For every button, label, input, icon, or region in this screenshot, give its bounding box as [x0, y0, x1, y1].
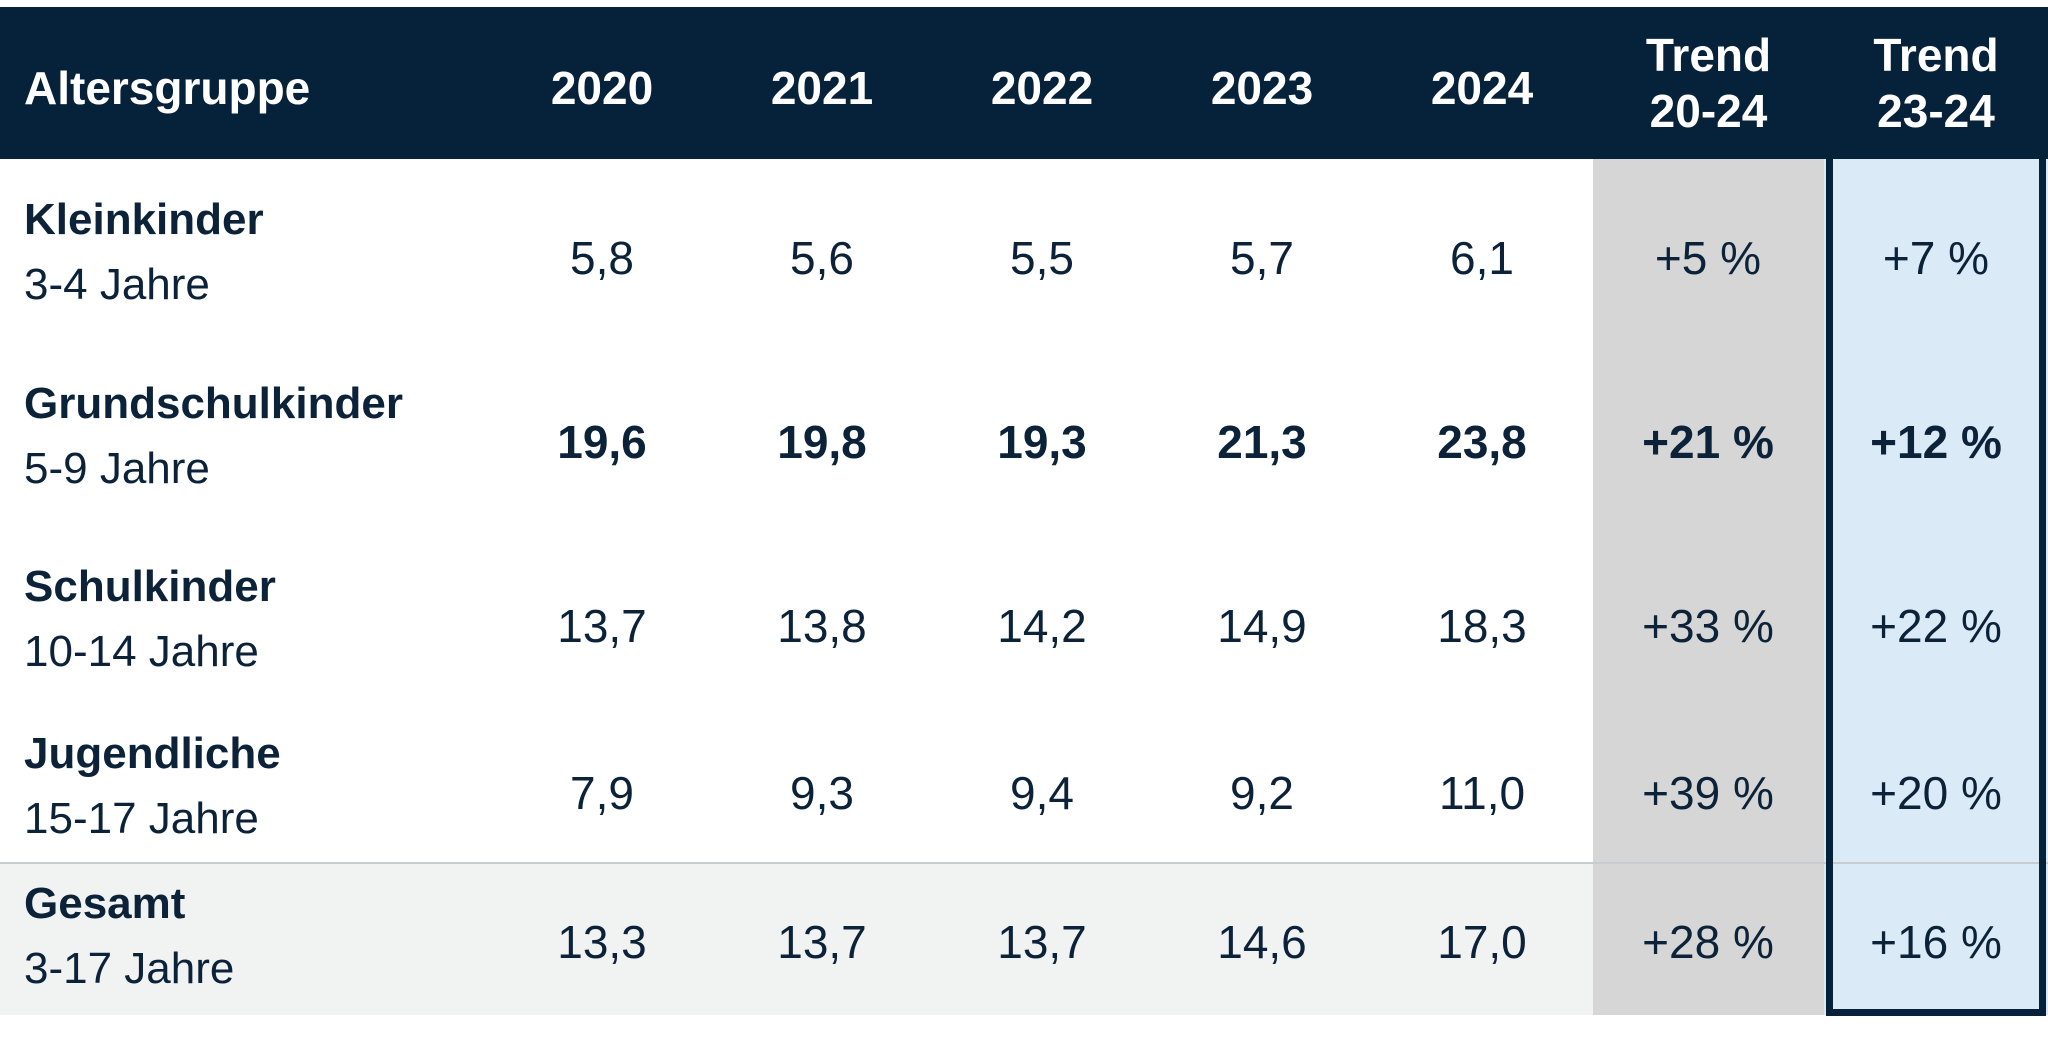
table-cell: 13,3 — [557, 916, 647, 968]
table-cell: 13,7 — [777, 916, 867, 968]
header-year-2022: 2022 — [990, 62, 1094, 114]
table-cell: 17,0 — [1437, 916, 1527, 968]
table-cell: 5,6 — [790, 232, 854, 284]
header-year-2020: 2020 — [550, 62, 654, 114]
trend-20-24-cell: +21 % — [1642, 416, 1774, 468]
trend-20-24-cell: +39 % — [1642, 767, 1774, 819]
row-label-age: 3-17 Jahre — [24, 944, 235, 993]
table-cell: 13,8 — [777, 600, 867, 652]
row-label-age: 3-4 Jahre — [24, 260, 210, 309]
row-label-name: Schulkinder — [24, 562, 276, 611]
table-cell: 19,8 — [777, 416, 867, 468]
data-table: Altersgruppe 2020 2021 2022 2023 2024 Tr… — [0, 7, 2048, 1016]
header-trend-20-24: Trend 20-24 — [1593, 27, 1824, 139]
trend-20-24-cell: +33 % — [1642, 600, 1774, 652]
trend-20-24-cell: +28 % — [1642, 916, 1774, 968]
trend-23-24-cell: +7 % — [1882, 232, 1990, 284]
header-trend-20-24-line1: Trend — [1645, 29, 1772, 81]
table-cell: 5,5 — [1010, 232, 1074, 284]
header-year-2023: 2023 — [1210, 62, 1314, 114]
trend-23-24-cell: +20 % — [1870, 767, 2002, 819]
table-cell: 9,2 — [1230, 767, 1294, 819]
trend-23-24-cell: +16 % — [1870, 916, 2002, 968]
trend-23-24-column-background — [1824, 159, 2048, 1015]
header-year-2024: 2024 — [1430, 62, 1534, 114]
header-trend-23-24-line1: Trend — [1873, 29, 1999, 81]
header-trend-20-24-line2: 20-24 — [1649, 85, 1768, 137]
table-cell: 19,3 — [997, 416, 1087, 468]
table-cell: 13,7 — [997, 916, 1087, 968]
table-cell: 18,3 — [1437, 600, 1527, 652]
table-cell: 11,0 — [1438, 767, 1526, 819]
table-cell: 5,7 — [1230, 232, 1294, 284]
table-cell: 14,9 — [1217, 600, 1307, 652]
header-altersgruppe: Altersgruppe — [24, 62, 311, 114]
table-cell: 9,3 — [790, 767, 854, 819]
table-cell: 7,9 — [570, 767, 634, 819]
header-year-2021: 2021 — [770, 62, 874, 114]
row-label-name: Kleinkinder — [24, 195, 264, 244]
trend-23-24-highlight-frame — [1826, 159, 2046, 1016]
trend-23-24-cell: +22 % — [1870, 600, 2002, 652]
row-label-name: Gesamt — [24, 879, 186, 928]
table-cell: 23,8 — [1437, 416, 1527, 468]
table-cell: 21,3 — [1217, 416, 1307, 468]
row-label-age: 15-17 Jahre — [24, 794, 259, 843]
table-cell: 19,6 — [557, 416, 647, 468]
table-cell: 6,1 — [1450, 232, 1514, 284]
row-label-name: Jugendliche — [24, 729, 281, 778]
trend-23-24-cell: +12 % — [1870, 416, 2002, 468]
row-label-age: 10-14 Jahre — [24, 627, 259, 676]
table-cell: 5,8 — [570, 232, 634, 284]
table-cell: 13,7 — [557, 600, 647, 652]
table-cell: 9,4 — [1010, 767, 1074, 819]
table-header — [0, 7, 2048, 159]
header-trend-23-24-line2: 23-24 — [1877, 85, 1995, 137]
total-row-background — [0, 863, 1593, 1015]
row-label-name: Grundschulkinder — [24, 379, 403, 428]
row-label-age: 5-9 Jahre — [24, 444, 210, 493]
trend-20-24-cell: +5 % — [1654, 232, 1762, 284]
table-cell: 14,2 — [997, 600, 1087, 652]
total-row-divider — [0, 862, 2048, 864]
table-cell: 14,6 — [1217, 916, 1307, 968]
trend-20-24-column-background — [1593, 159, 1824, 1015]
header-trend-23-24: Trend 23-24 — [1824, 27, 2048, 139]
